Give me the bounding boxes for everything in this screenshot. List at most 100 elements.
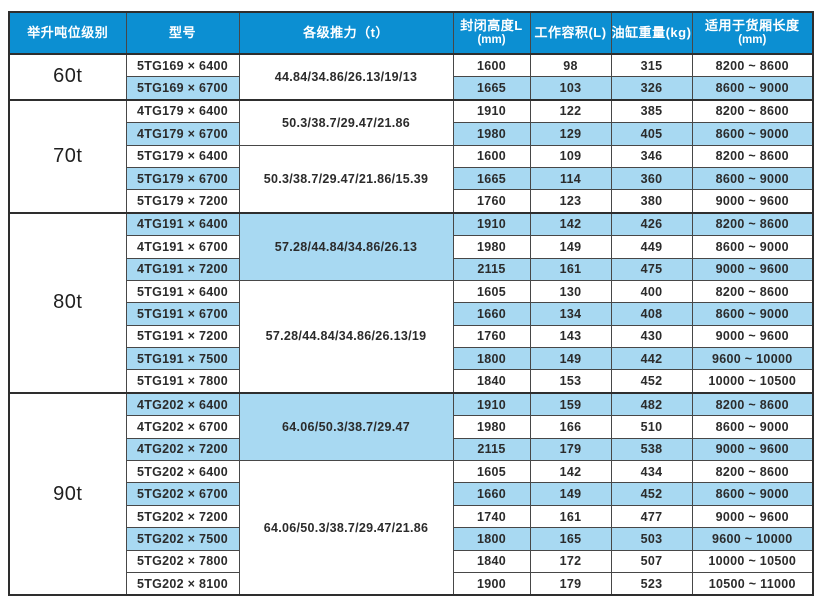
- spec-row: 5TG179 × 6400 50.3/38.7/29.47/21.86/15.39…: [9, 144, 814, 214]
- working-volume-cell: 130: [529, 279, 612, 304]
- header-stage-thrust: 各级推力（t）: [238, 11, 454, 55]
- spec-row: 4TG191 × 7200 2115 161 475 9000 ~ 9600: [9, 257, 814, 281]
- model-cell: 4TG202 × 6400: [125, 391, 240, 417]
- working-volume-cell: 134: [529, 302, 612, 326]
- cylinder-weight-cell: 523: [610, 571, 693, 596]
- closed-height-cell: 2115: [452, 437, 531, 462]
- header-sublabel: (mm): [477, 34, 506, 47]
- closed-height-cell: 1800: [452, 527, 531, 551]
- spec-row: 70t 4TG179 × 6400 50.3/38.7/29.47/21.86 191…: [8, 98, 814, 214]
- working-volume-cell: 129: [529, 122, 612, 146]
- cargo-box-length-cell: 8600 ~ 9000: [691, 76, 814, 101]
- spec-row: 4TG202 × 6700 1980 166 510 8600 ~ 9000: [9, 415, 814, 439]
- cylinder-weight-cell: 538: [610, 437, 693, 462]
- spec-row: 60t 5TG169 × 6400 44.84/34.86/26.13/19/13 1…: [8, 53, 814, 101]
- model-cell: 5TG202 × 7200: [125, 504, 240, 529]
- cylinder-weight-cell: 380: [610, 189, 693, 214]
- spec-row: 5TG179 × 6700 1665 114 360 8600 ~ 9000: [9, 166, 814, 191]
- cargo-box-length-cell: 10000 ~ 10500: [691, 369, 814, 394]
- header-label: 油缸重量(kg): [611, 24, 692, 40]
- cargo-box-length-cell: 9000 ~ 9600: [691, 504, 814, 529]
- working-volume-cell: 149: [529, 235, 612, 259]
- closed-height-cell: 1660: [452, 302, 531, 326]
- model-cell: 4TG179 × 6400: [125, 98, 240, 124]
- working-volume-cell: 109: [529, 144, 612, 168]
- cylinder-weight-cell: 315: [610, 53, 693, 78]
- model-cell: 5TG202 × 6400: [125, 460, 240, 484]
- closed-height-cell: 1840: [452, 369, 531, 394]
- spec-row: 5TG202 × 7200 1740 161 477 9000 ~ 9600: [9, 504, 814, 529]
- stage-thrust-cell: 44.84/34.86/26.13/19/13: [238, 53, 454, 101]
- header-closed-height: 封闭高度L (mm): [452, 11, 531, 55]
- model-cell: 5TG202 × 6700: [125, 482, 240, 506]
- stage-thrust-cell: 64.06/50.3/38.7/29.47: [238, 391, 454, 462]
- cargo-box-length-cell: 8200 ~ 8600: [691, 211, 814, 237]
- model-cell: 4TG191 × 6700: [125, 235, 240, 259]
- working-volume-cell: 161: [529, 504, 612, 529]
- closed-height-cell: 1800: [452, 347, 531, 371]
- cylinder-weight-cell: 385: [610, 98, 693, 124]
- header-cargo-box-length: 适用于货厢长度 (mm): [691, 11, 814, 55]
- cylinder-weight-cell: 449: [610, 235, 693, 259]
- cargo-box-length-cell: 10000 ~ 10500: [691, 549, 814, 573]
- model-cell: 5TG191 × 7500: [125, 347, 240, 371]
- cargo-box-length-cell: 9000 ~ 9600: [691, 189, 814, 214]
- spec-row: 5TG191 × 6400 57.28/44.84/34.86/26.13/19 1…: [9, 279, 814, 394]
- cargo-box-length-cell: 8600 ~ 9000: [691, 235, 814, 259]
- closed-height-cell: 1980: [452, 122, 531, 146]
- working-volume-cell: 122: [529, 98, 612, 124]
- stage-thrust-cell: 57.28/44.84/34.86/26.13: [238, 211, 454, 281]
- model-cell: 5TG202 × 7800: [125, 549, 240, 573]
- closed-height-cell: 1910: [452, 98, 531, 124]
- cargo-box-length-cell: 8200 ~ 8600: [691, 144, 814, 168]
- working-volume-cell: 166: [529, 415, 612, 439]
- cylinder-weight-cell: 326: [610, 76, 693, 101]
- model-cell: 5TG202 × 7500: [125, 527, 240, 551]
- working-volume-cell: 142: [529, 460, 612, 484]
- spec-row: 5TG202 × 6700 1660 149 452 8600 ~ 9000: [9, 482, 814, 506]
- cylinder-weight-cell: 400: [610, 279, 693, 304]
- cargo-box-length-cell: 10500 ~ 11000: [691, 571, 814, 596]
- spec-row: 5TG191 × 7200 1760 143 430 9000 ~ 9600: [9, 324, 814, 349]
- header-label: 工作容积(L): [534, 24, 607, 40]
- cylinder-weight-cell: 426: [610, 211, 693, 237]
- closed-height-cell: 1660: [452, 482, 531, 506]
- cylinder-weight-cell: 482: [610, 391, 693, 417]
- working-volume-cell: 153: [529, 369, 612, 394]
- spec-row: 5TG169 × 6700 1665 103 326 8600 ~ 9000: [9, 76, 814, 101]
- cylinder-weight-cell: 405: [610, 122, 693, 146]
- cylinder-weight-cell: 507: [610, 549, 693, 573]
- header-label: 各级推力（t）: [303, 24, 389, 40]
- spec-row: 5TG202 × 6400 64.06/50.3/38.7/29.47/21.86…: [9, 460, 814, 596]
- model-cell: 5TG179 × 6400: [125, 144, 240, 168]
- cylinder-weight-cell: 346: [610, 144, 693, 168]
- closed-height-cell: 1600: [452, 144, 531, 168]
- header-label: 封闭高度L: [460, 18, 523, 34]
- header-cylinder-weight: 油缸重量(kg): [610, 11, 693, 55]
- header-tonnage-class: 举升吨位级别: [8, 11, 127, 55]
- tonnage-class-cell: 80t: [8, 211, 127, 394]
- tonnage-class-cell: 60t: [8, 53, 127, 101]
- spec-row: 5TG191 × 6700 1660 134 408 8600 ~ 9000: [9, 302, 814, 326]
- cylinder-weight-cell: 510: [610, 415, 693, 439]
- hoist-cylinder-spec-table: 举升吨位级别 型号 各级推力（t） 封闭高度L (mm) 工作容积(L) 油缸重量…: [8, 11, 814, 597]
- working-volume-cell: 179: [529, 571, 612, 596]
- cargo-box-length-cell: 8200 ~ 8600: [691, 53, 814, 78]
- working-volume-cell: 172: [529, 549, 612, 573]
- cargo-box-length-cell: 8200 ~ 8600: [691, 460, 814, 484]
- working-volume-cell: 143: [529, 324, 612, 349]
- spec-table-body: 60t 5TG169 × 6400 44.84/34.86/26.13/19/13 1…: [8, 53, 814, 596]
- closed-height-cell: 1665: [452, 166, 531, 191]
- closed-height-cell: 1900: [452, 571, 531, 596]
- cylinder-weight-cell: 360: [610, 166, 693, 191]
- cylinder-weight-cell: 430: [610, 324, 693, 349]
- model-cell: 4TG202 × 7200: [125, 437, 240, 462]
- closed-height-cell: 1605: [452, 279, 531, 304]
- closed-height-cell: 1980: [452, 235, 531, 259]
- cargo-box-length-cell: 8200 ~ 8600: [691, 391, 814, 417]
- cylinder-weight-cell: 452: [610, 482, 693, 506]
- working-volume-cell: 179: [529, 437, 612, 462]
- cargo-box-length-cell: 8200 ~ 8600: [691, 279, 814, 304]
- closed-height-cell: 1840: [452, 549, 531, 573]
